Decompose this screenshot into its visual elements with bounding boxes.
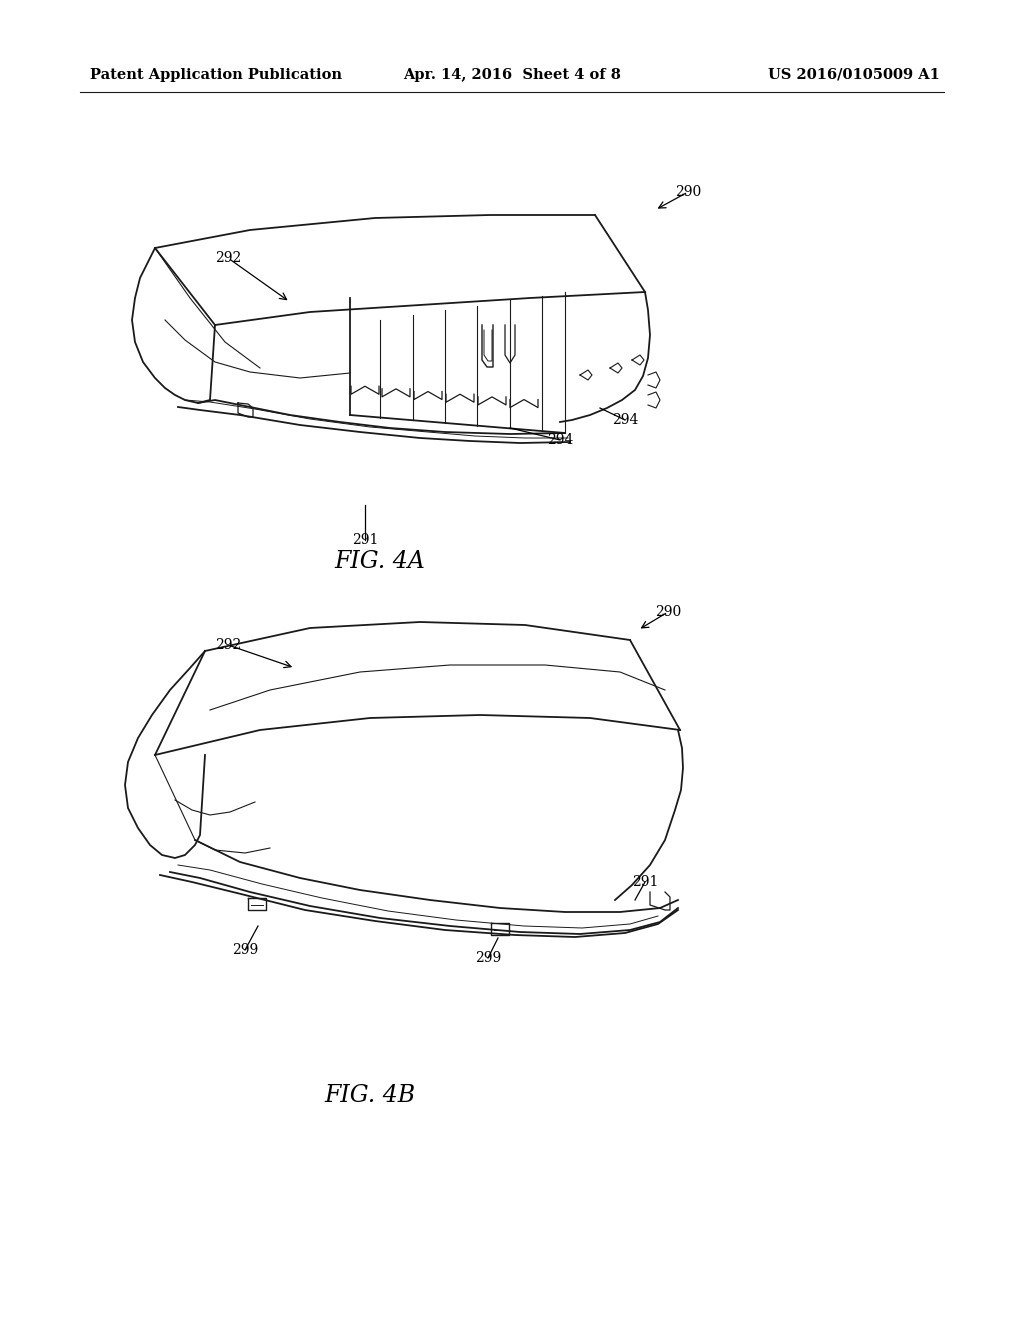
Text: 299: 299 [475, 950, 501, 965]
Text: 292: 292 [215, 251, 241, 265]
Text: 291: 291 [352, 533, 378, 546]
Text: FIG. 4B: FIG. 4B [325, 1084, 416, 1106]
Text: 292: 292 [215, 638, 241, 652]
Text: Apr. 14, 2016  Sheet 4 of 8: Apr. 14, 2016 Sheet 4 of 8 [403, 69, 621, 82]
Text: 294: 294 [611, 413, 638, 426]
Text: 290: 290 [675, 185, 701, 199]
Text: 291: 291 [632, 875, 658, 888]
Text: Patent Application Publication: Patent Application Publication [90, 69, 342, 82]
Text: 299: 299 [231, 942, 258, 957]
Text: FIG. 4A: FIG. 4A [335, 550, 425, 573]
Text: 294: 294 [547, 433, 573, 447]
Text: US 2016/0105009 A1: US 2016/0105009 A1 [768, 69, 940, 82]
Text: 290: 290 [655, 605, 681, 619]
